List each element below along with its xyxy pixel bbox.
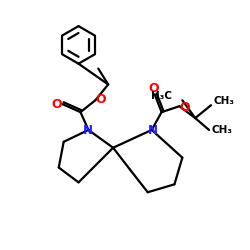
Text: O: O (148, 82, 159, 95)
Text: N: N (82, 124, 92, 138)
Text: CH₃: CH₃ (211, 125, 232, 135)
Text: N: N (148, 124, 158, 138)
Text: O: O (52, 98, 62, 111)
Text: O: O (95, 93, 106, 106)
Text: O: O (179, 101, 190, 114)
Text: H₃C: H₃C (152, 91, 172, 101)
Text: CH₃: CH₃ (213, 96, 234, 106)
